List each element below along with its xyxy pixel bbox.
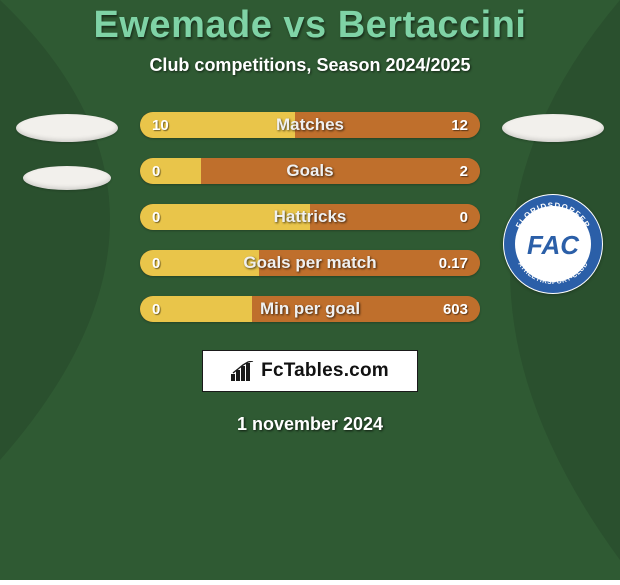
left-ellipse-2 [23,166,111,190]
stat-bar: Goals02 [140,158,480,184]
content-root: Ewemade vs Bertaccini Club competitions,… [0,0,620,580]
club-badge-svg: FLORIDSDORFER ATHLETIKSPORT-CLUB FAC [503,194,603,294]
stat-bar-right [252,296,480,322]
stat-bar-left [140,204,310,230]
right-side-column: FLORIDSDORFER ATHLETIKSPORT-CLUB FAC [498,112,608,294]
left-ellipse-1 [16,114,118,142]
footer-date: 1 november 2024 [237,414,383,435]
page-title: Ewemade vs Bertaccini [94,4,527,47]
club-badge: FLORIDSDORFER ATHLETIKSPORT-CLUB FAC [503,194,603,294]
footer-logo: FcTables.com [202,350,418,392]
stat-bar-left [140,250,259,276]
stat-bar-right [201,158,480,184]
stat-bar: Hattricks00 [140,204,480,230]
stat-bar-left [140,296,252,322]
stat-bar: Min per goal0603 [140,296,480,322]
comparison-bars: Matches1012 Goals02 Hattricks00 Goals per m… [140,112,480,322]
right-ellipse-1 [502,114,604,142]
stat-bar: Matches1012 [140,112,480,138]
stat-bar-left [140,112,295,138]
fctables-icon [231,361,257,381]
badge-monogram: FAC [527,230,580,260]
page-subtitle: Club competitions, Season 2024/2025 [149,55,470,76]
stat-bar-right [295,112,480,138]
main-row: Matches1012 Goals02 Hattricks00 Goals per m… [0,112,620,322]
left-side-column [12,112,122,190]
stat-bar-right [259,250,480,276]
stat-bar-right [310,204,480,230]
stat-bar: Goals per match00.17 [140,250,480,276]
stat-bar-left [140,158,201,184]
footer-logo-text: FcTables.com [261,360,389,382]
